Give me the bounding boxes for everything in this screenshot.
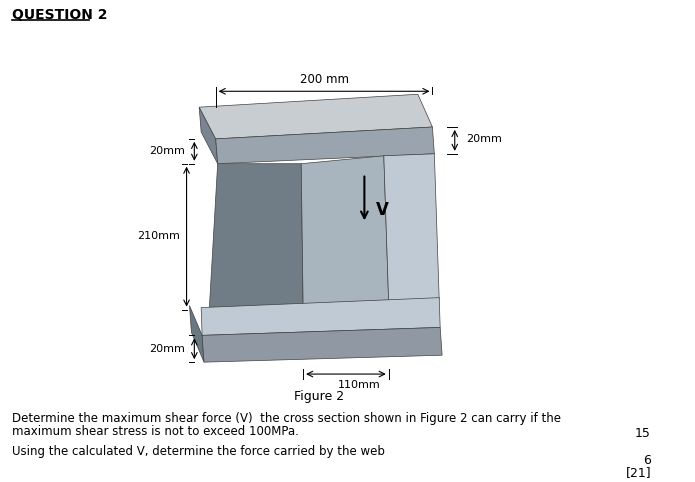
Text: 20mm: 20mm: [149, 344, 185, 354]
Polygon shape: [301, 156, 389, 309]
Text: maximum shear stress is not to exceed 100MPa.: maximum shear stress is not to exceed 10…: [12, 425, 299, 438]
Text: 6: 6: [643, 455, 651, 468]
Text: Determine the maximum shear force (V)  the cross section shown in Figure 2 can c: Determine the maximum shear force (V) th…: [12, 412, 561, 425]
Polygon shape: [215, 127, 434, 164]
Polygon shape: [209, 164, 303, 316]
Polygon shape: [190, 306, 204, 362]
Text: 20mm: 20mm: [466, 134, 502, 144]
Text: 210mm: 210mm: [137, 231, 180, 241]
Text: QUESTION 2: QUESTION 2: [12, 8, 107, 22]
Text: Figure 2: Figure 2: [294, 390, 344, 403]
Polygon shape: [201, 298, 440, 335]
Polygon shape: [199, 107, 218, 164]
Text: [21]: [21]: [626, 466, 651, 479]
Text: 200 mm: 200 mm: [300, 73, 349, 86]
Polygon shape: [384, 154, 439, 303]
Text: 15: 15: [635, 427, 651, 440]
Polygon shape: [199, 94, 432, 139]
Text: Using the calculated V, determine the force carried by the web: Using the calculated V, determine the fo…: [12, 444, 384, 457]
Polygon shape: [202, 327, 442, 362]
Text: 20mm: 20mm: [149, 146, 185, 156]
Text: 110mm: 110mm: [338, 380, 381, 390]
Text: V: V: [375, 201, 389, 219]
